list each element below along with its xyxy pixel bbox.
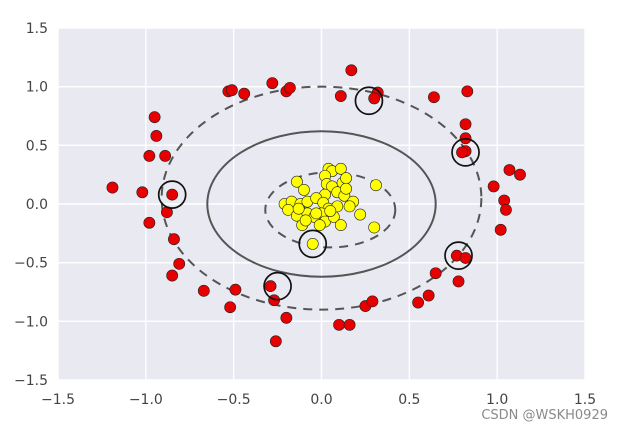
y-tick-label-6: 1.5: [26, 21, 48, 37]
series-0-point-18: [166, 188, 179, 201]
series-1-point-38: [310, 207, 323, 220]
series-0-point-25: [229, 283, 242, 296]
series-1-point-8: [298, 184, 310, 196]
series-1-point-35: [334, 219, 347, 232]
series-0-point-40: [459, 252, 472, 264]
series-0-point-4: [226, 84, 238, 97]
series-0-point-21: [168, 233, 180, 246]
series-0-point-23: [166, 269, 179, 282]
series-0-point-36: [422, 289, 435, 302]
series-1-point-41: [292, 202, 305, 215]
series-0-point-48: [503, 164, 516, 176]
series-0-point-17: [136, 186, 149, 199]
series-0-point-38: [452, 275, 465, 288]
series-0-point-31: [333, 318, 345, 331]
series-0-point-22: [173, 257, 186, 270]
series-0-point-46: [500, 203, 512, 216]
series-0-point-11: [461, 85, 474, 98]
x-tick-label-5: 1.0: [486, 392, 508, 408]
series-1-point-34: [313, 219, 326, 232]
support-vector-circle-3: [263, 271, 292, 301]
series-0-point-37: [429, 267, 442, 280]
series-0-point-10: [428, 91, 440, 104]
series-0-point-2: [283, 81, 296, 94]
x-tick-label-2: −0.5: [217, 392, 251, 408]
decision-boundary-contour: [206, 130, 437, 278]
y-tick-label-4: 0.5: [26, 138, 48, 154]
series-0-point-35: [412, 296, 425, 309]
series-0-point-9: [368, 92, 381, 105]
series-0-point-0: [266, 77, 279, 90]
series-0-point-24: [197, 284, 210, 297]
series-0-point-41: [459, 118, 472, 131]
series-1-point-36: [368, 221, 381, 234]
series-1-point-33: [299, 214, 312, 227]
series-0-point-12: [148, 111, 161, 124]
support-vector-circle-1: [451, 138, 480, 167]
series-0-point-49: [514, 168, 526, 181]
series-1-point-6: [370, 179, 382, 192]
series-0-point-34: [366, 295, 379, 308]
series-0-point-14: [143, 149, 156, 162]
watermark: CSDN @WSKH0929: [481, 408, 608, 423]
series-0-point-19: [143, 216, 156, 229]
series-0-point-47: [494, 223, 507, 236]
series-0-point-13: [150, 130, 163, 142]
series-0-point-29: [280, 311, 293, 324]
y-tick-label-5: 1.0: [26, 80, 48, 96]
x-tick-label-3: 0.0: [310, 392, 332, 408]
series-1-point-40: [340, 182, 352, 195]
series-1-point-7: [291, 175, 303, 188]
series-0-point-50: [456, 146, 468, 159]
series-0-point-5: [238, 87, 251, 100]
x-tick-label-4: 0.5: [398, 392, 420, 408]
series-0-point-16: [106, 181, 119, 194]
series-0-point-30: [269, 335, 282, 348]
support-vector-circle-0: [354, 86, 384, 116]
y-axis-tick-labels: −1.5 −1.0 −0.5 0.0 0.5 1.0 1.5: [14, 21, 48, 389]
series-1-point-39: [324, 205, 337, 217]
support-vector-circle-4: [298, 229, 328, 259]
series-0-point-7: [334, 90, 347, 102]
series-0-point-6: [345, 64, 358, 77]
y-tick-label-1: −1.0: [14, 314, 48, 330]
series-1-point-5: [340, 172, 352, 185]
series-1-point-3: [334, 162, 347, 175]
x-tick-label-0: −1.5: [41, 392, 75, 408]
x-tick-label-1: −1.0: [129, 392, 163, 408]
series-1-point-24: [354, 208, 367, 221]
margin-outer-contour: [160, 85, 483, 311]
series-0-point-15: [159, 149, 172, 162]
y-tick-label-0: −1.5: [14, 373, 48, 389]
support-vector-circle-2: [444, 241, 473, 270]
y-tick-label-2: −0.5: [14, 256, 48, 272]
y-tick-label-3: 0.0: [26, 197, 48, 213]
series-1-point-37: [306, 237, 319, 250]
data-points: [106, 64, 526, 348]
series-0-point-44: [487, 180, 500, 193]
support-vector-circle-5: [157, 180, 187, 209]
x-tick-label-6: 1.5: [574, 392, 596, 408]
series-1-point-23: [343, 200, 356, 213]
support-vector-markers: [157, 86, 480, 301]
series-0-point-26: [224, 301, 237, 314]
series-0-point-32: [343, 318, 356, 331]
x-axis-tick-labels: −1.5 −1.0 −0.5 0.0 0.5 1.0 1.5: [41, 392, 596, 408]
series-0-point-27: [264, 280, 277, 293]
